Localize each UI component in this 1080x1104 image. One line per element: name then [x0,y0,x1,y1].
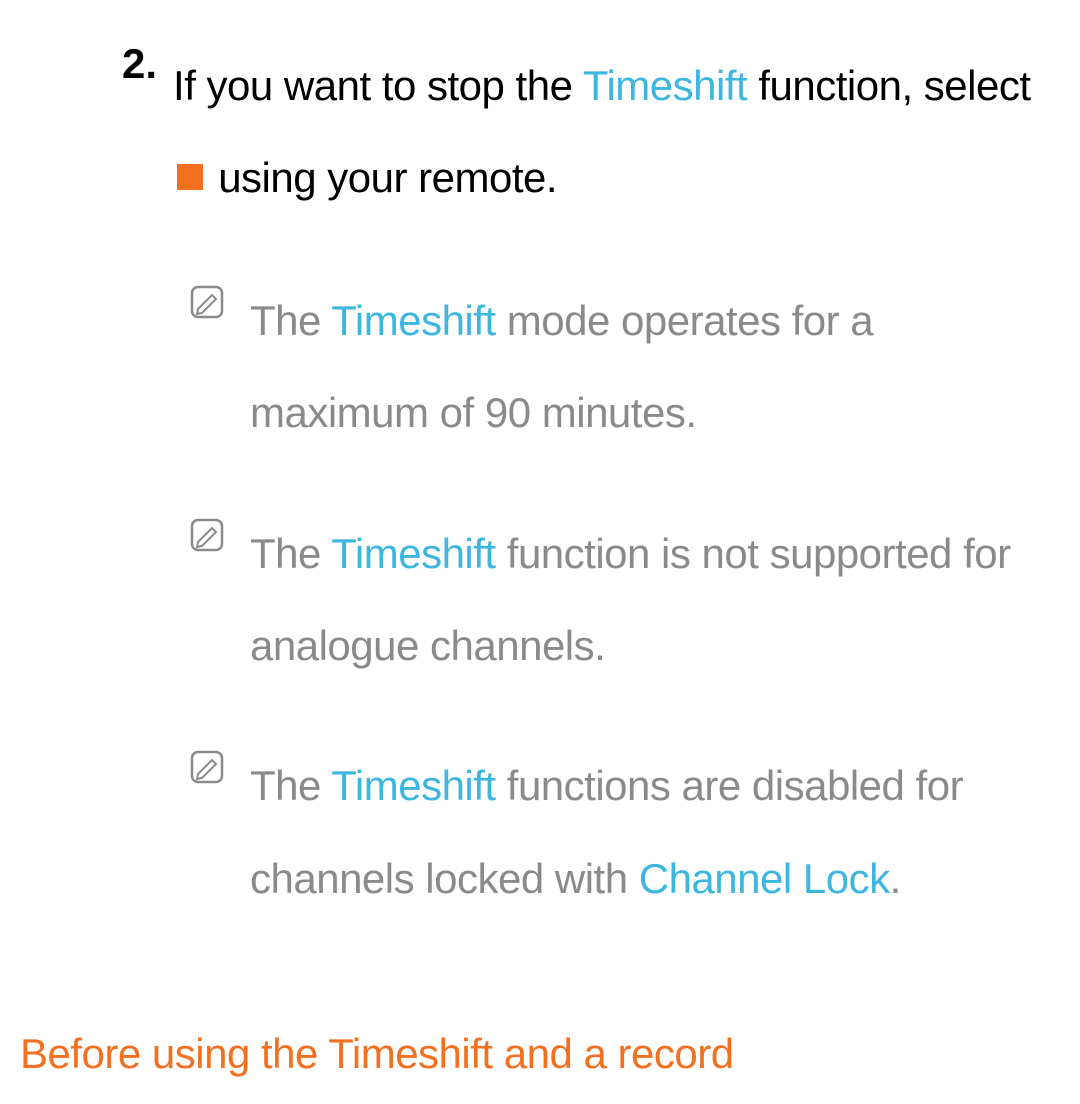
note-text-1: The Timeshift mode operates for a maximu… [250,275,1060,460]
note-1: The Timeshift mode operates for a maximu… [20,275,1060,460]
step-text-after: using your remote. [207,154,557,201]
note-icon [190,750,224,784]
timeshift-keyword: Timeshift [331,530,495,577]
timeshift-keyword: Timeshift [583,62,747,109]
note-text-2: The Timeshift function is not supported … [250,508,1060,693]
note-icon [190,518,224,552]
stop-icon [177,164,203,190]
note2-before: The [250,530,331,577]
note-text-3: The Timeshift functions are disabled for… [250,740,1060,925]
note-3: The Timeshift functions are disabled for… [20,740,1060,925]
step-text-mid: function, select [747,62,1030,109]
section-heading: Before using the Timeshift and a record [20,1030,734,1078]
timeshift-keyword: Timeshift [331,762,495,809]
note-icon [190,285,224,319]
step-text: If you want to stop the Timeshift functi… [173,40,1060,225]
note3-before: The [250,762,331,809]
channel-lock-keyword: Channel Lock [639,855,890,902]
timeshift-keyword: Timeshift [331,297,495,344]
note3-after: . [890,855,901,902]
step-text-before: If you want to stop the [173,62,583,109]
step-2: 2. If you want to stop the Timeshift fun… [20,40,1060,225]
step-number: 2. [122,40,157,225]
note1-before: The [250,297,331,344]
note-2: The Timeshift function is not supported … [20,508,1060,693]
